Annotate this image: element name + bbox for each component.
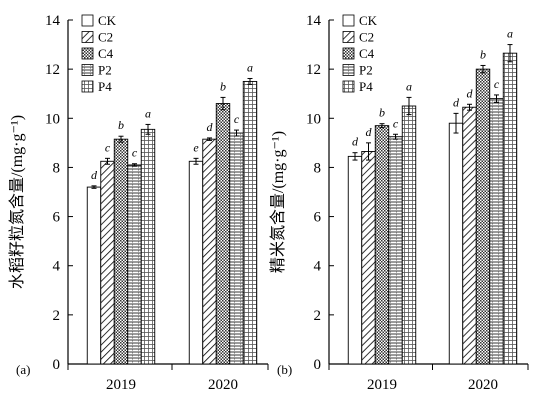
legend-label: C2 <box>359 30 374 45</box>
significance-label: b <box>480 47 486 61</box>
legend-swatch <box>342 47 355 60</box>
legend-label: CK <box>359 13 378 28</box>
bar <box>140 128 156 365</box>
bar <box>374 125 390 365</box>
significance-label: d <box>467 86 474 100</box>
bar <box>86 186 102 365</box>
y-tick-label: 2 <box>314 308 322 324</box>
legend-swatch <box>81 64 94 76</box>
y-tick-label: 10 <box>45 111 60 127</box>
y-tick-label: 6 <box>314 210 322 226</box>
y-axis-label: 精米氮含量/(mg·g⁻¹) <box>269 131 287 273</box>
y-tick-label: 8 <box>314 160 322 176</box>
significance-label: b <box>118 118 124 132</box>
bar <box>448 122 464 365</box>
legend-label: C2 <box>98 30 113 45</box>
bar <box>242 80 258 365</box>
significance-label: b <box>220 79 226 93</box>
bar <box>489 98 504 365</box>
bar <box>361 151 376 365</box>
significance-label: d <box>453 95 460 109</box>
y-tick-label: 4 <box>53 259 61 275</box>
significance-label: d <box>207 120 214 134</box>
panel-label: (b) <box>277 362 292 377</box>
significance-label: c <box>494 77 500 91</box>
x-category-label: 2020 <box>468 377 498 393</box>
legend-label: C4 <box>98 46 114 61</box>
legend-label: C4 <box>359 46 375 61</box>
legend-swatch <box>81 80 94 93</box>
legend-swatch <box>342 80 355 93</box>
bar <box>229 132 244 365</box>
y-axis-label: 水稻籽粒氮含量/(mg·g⁻¹) <box>8 115 26 289</box>
bar <box>388 136 403 365</box>
significance-label: a <box>145 106 151 120</box>
y-tick-label: 12 <box>45 62 60 78</box>
significance-label: c <box>105 140 111 154</box>
y-tick-label: 8 <box>53 160 61 176</box>
y-tick-label: 6 <box>53 210 61 226</box>
significance-label: e <box>193 140 199 154</box>
legend-swatch <box>342 64 355 76</box>
y-tick-label: 4 <box>314 259 322 275</box>
bar <box>188 160 204 365</box>
y-tick-label: 10 <box>306 111 321 127</box>
bar <box>475 68 491 365</box>
bar <box>462 106 477 365</box>
legend-swatch <box>81 31 94 43</box>
legend-label: P4 <box>359 79 373 94</box>
significance-label: d <box>366 125 373 139</box>
bar <box>202 138 217 365</box>
y-tick-label: 2 <box>53 308 61 324</box>
legend-swatch <box>81 47 94 60</box>
y-tick-label: 14 <box>306 13 322 29</box>
bar <box>113 138 129 365</box>
x-category-label: 2020 <box>208 377 238 393</box>
significance-label: c <box>132 146 138 160</box>
significance-label: a <box>507 27 513 41</box>
y-tick-label: 12 <box>306 62 321 78</box>
y-tick-label: 0 <box>53 357 61 373</box>
bar <box>215 103 231 365</box>
bar <box>127 164 142 365</box>
significance-label: d <box>352 135 359 149</box>
legend-label: P4 <box>98 79 112 94</box>
panel-label: (a) <box>16 362 30 377</box>
bar <box>502 52 518 365</box>
x-category-label: 2019 <box>106 377 136 393</box>
significance-label: b <box>379 106 385 120</box>
significance-label: c <box>234 112 240 126</box>
y-tick-label: 0 <box>314 357 322 373</box>
bar <box>347 155 363 365</box>
y-tick-label: 14 <box>45 13 61 29</box>
legend-label: P2 <box>98 63 112 78</box>
bar <box>401 105 417 365</box>
legend-label: P2 <box>359 63 373 78</box>
legend-swatch <box>342 14 355 27</box>
significance-label: a <box>406 79 412 93</box>
legend-swatch <box>81 14 94 27</box>
significance-label: d <box>91 168 98 182</box>
legend-label: CK <box>98 13 117 28</box>
legend-swatch <box>342 31 355 43</box>
significance-label: c <box>393 116 399 130</box>
bar <box>100 160 115 365</box>
x-category-label: 2019 <box>367 377 397 393</box>
significance-label: a <box>247 60 253 74</box>
